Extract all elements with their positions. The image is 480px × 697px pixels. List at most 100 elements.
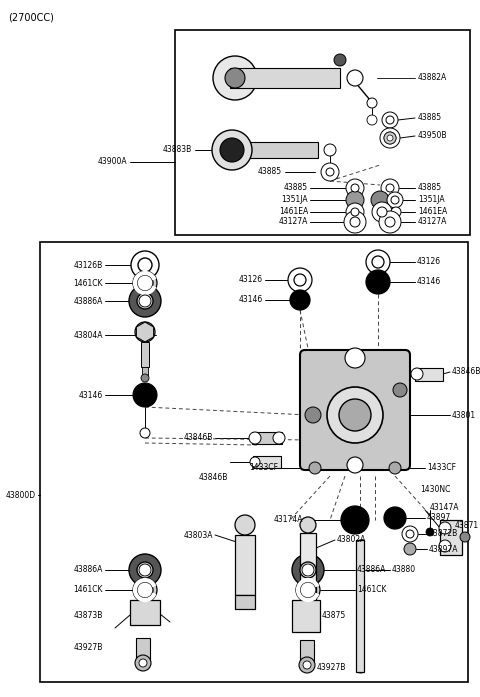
Circle shape <box>299 657 315 673</box>
Circle shape <box>302 564 314 576</box>
Circle shape <box>347 70 363 86</box>
Text: 43885: 43885 <box>284 183 308 192</box>
Circle shape <box>366 270 390 294</box>
Text: 1461CK: 1461CK <box>73 585 103 595</box>
Circle shape <box>129 554 161 586</box>
Circle shape <box>135 655 151 671</box>
Circle shape <box>300 562 316 578</box>
Bar <box>235 595 255 609</box>
Bar <box>142 367 148 375</box>
Circle shape <box>439 522 451 534</box>
Text: 43882A: 43882A <box>418 73 447 82</box>
Text: 43846B: 43846B <box>452 367 480 376</box>
Circle shape <box>213 56 257 100</box>
Text: 43883B: 43883B <box>163 146 192 155</box>
Text: 43146: 43146 <box>239 296 263 305</box>
Text: 43873B: 43873B <box>73 611 103 620</box>
Circle shape <box>292 554 324 586</box>
Circle shape <box>326 168 334 176</box>
Circle shape <box>137 293 153 309</box>
Text: 1351JA: 1351JA <box>281 195 308 204</box>
Text: 43174A: 43174A <box>274 516 303 525</box>
Circle shape <box>303 661 311 669</box>
Circle shape <box>406 530 414 538</box>
Circle shape <box>411 368 423 380</box>
Circle shape <box>225 68 245 88</box>
Circle shape <box>300 517 316 533</box>
Text: 43886A: 43886A <box>73 296 103 305</box>
Text: 43885: 43885 <box>418 114 442 123</box>
Text: 43885: 43885 <box>418 183 442 192</box>
Circle shape <box>387 135 393 141</box>
Bar <box>141 342 149 367</box>
Bar <box>300 640 314 662</box>
Bar <box>356 540 364 672</box>
Circle shape <box>404 543 416 555</box>
Circle shape <box>402 526 418 542</box>
Bar <box>253 456 281 468</box>
Circle shape <box>426 528 434 536</box>
Circle shape <box>351 184 359 192</box>
Text: 1461CK: 1461CK <box>73 279 103 287</box>
Text: 43885: 43885 <box>258 167 282 176</box>
Circle shape <box>288 268 312 292</box>
Circle shape <box>386 184 394 192</box>
Text: 43800D: 43800D <box>6 491 36 500</box>
Circle shape <box>386 116 394 124</box>
Circle shape <box>381 179 399 197</box>
Text: 1433CF: 1433CF <box>249 464 278 473</box>
Text: 43803A: 43803A <box>183 530 213 539</box>
Text: 1351JA: 1351JA <box>418 195 444 204</box>
Circle shape <box>324 144 336 156</box>
Text: 43950B: 43950B <box>418 132 447 141</box>
Circle shape <box>135 322 155 342</box>
Circle shape <box>391 207 401 217</box>
Text: 43875: 43875 <box>322 611 346 620</box>
Text: 43126: 43126 <box>417 257 441 266</box>
Circle shape <box>372 256 384 268</box>
Circle shape <box>351 208 359 216</box>
Circle shape <box>250 457 260 467</box>
Circle shape <box>133 383 157 407</box>
Text: 43900A: 43900A <box>97 158 127 167</box>
Circle shape <box>133 271 157 295</box>
Circle shape <box>367 98 377 108</box>
Text: 1461EA: 1461EA <box>418 208 447 217</box>
Circle shape <box>300 582 316 598</box>
Circle shape <box>137 562 153 578</box>
Circle shape <box>139 295 151 307</box>
Text: 43871: 43871 <box>455 521 479 530</box>
Circle shape <box>367 115 377 125</box>
Text: 43927B: 43927B <box>73 643 103 652</box>
Text: 43801: 43801 <box>452 411 476 420</box>
Bar <box>130 600 160 625</box>
Circle shape <box>139 659 147 667</box>
Circle shape <box>389 462 401 474</box>
Circle shape <box>439 540 451 552</box>
Text: 43126: 43126 <box>239 275 263 284</box>
Circle shape <box>385 217 395 227</box>
Bar <box>300 533 316 623</box>
Text: 43872B: 43872B <box>429 530 458 539</box>
Bar <box>415 368 443 381</box>
Circle shape <box>371 191 389 209</box>
Circle shape <box>138 258 152 272</box>
Text: 43146: 43146 <box>79 390 103 399</box>
Circle shape <box>290 290 310 310</box>
Circle shape <box>296 578 320 602</box>
Circle shape <box>377 207 387 217</box>
Bar <box>175 30 470 235</box>
Circle shape <box>387 192 403 208</box>
Bar <box>136 638 150 660</box>
Circle shape <box>391 196 399 204</box>
Text: 1461CK: 1461CK <box>357 585 386 595</box>
Circle shape <box>309 462 321 474</box>
Circle shape <box>345 348 365 368</box>
Circle shape <box>341 506 369 534</box>
Text: 1461EA: 1461EA <box>279 208 308 217</box>
Text: 43804A: 43804A <box>73 330 103 339</box>
Circle shape <box>220 138 244 162</box>
Circle shape <box>305 407 321 423</box>
Circle shape <box>137 582 153 598</box>
Circle shape <box>344 211 366 233</box>
